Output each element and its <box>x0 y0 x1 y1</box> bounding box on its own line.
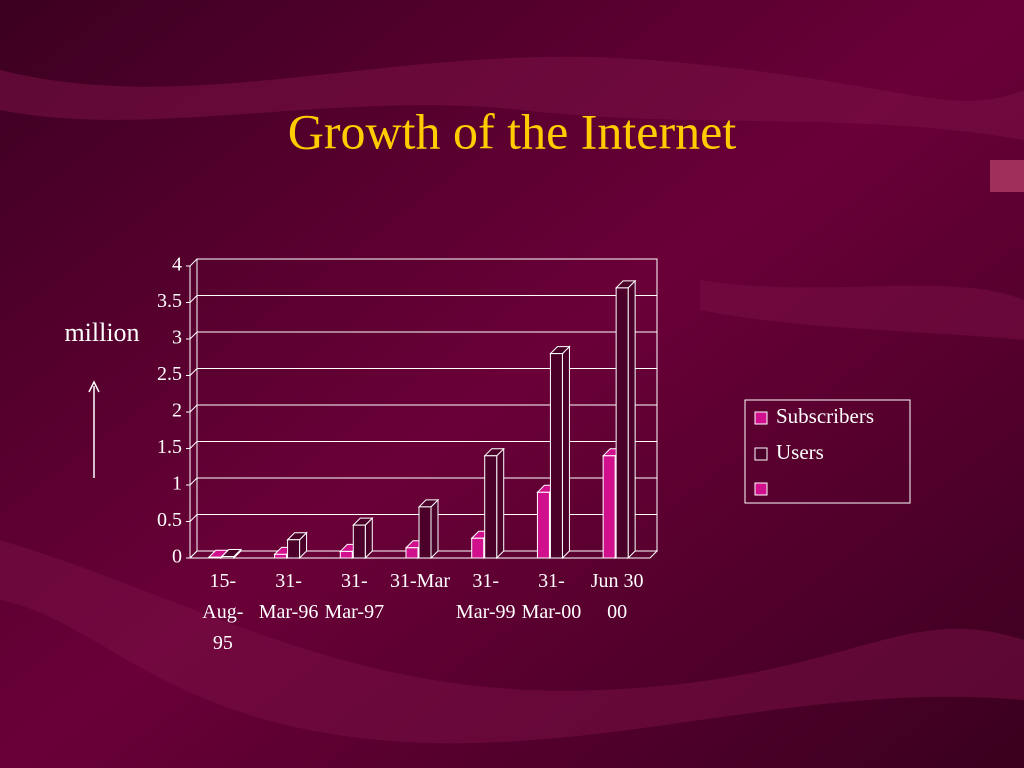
bar-front <box>221 556 235 559</box>
x-tick-label: Jun 30 00 <box>590 570 644 623</box>
bar-front <box>615 287 629 559</box>
x-tick-label: 31-Mar-00 <box>521 570 582 623</box>
chart-title: Growth of the Internet <box>288 103 737 159</box>
x-tick-label: 31-Mar-96 <box>258 570 319 623</box>
grid-line <box>189 441 198 449</box>
y-tick-label: 3 <box>172 327 182 349</box>
y-tick-label: 1.5 <box>157 436 182 458</box>
swoosh <box>0 56 1024 140</box>
y-tick-label: 3.5 <box>157 290 182 312</box>
y-tick-label: 2 <box>172 400 182 422</box>
bar <box>286 531 308 560</box>
grid-line <box>189 258 198 267</box>
bar-front <box>484 455 498 559</box>
legend-swatch <box>754 411 768 425</box>
y-tick-label: 4 <box>172 254 182 276</box>
x-tick-label: 31-Mar-97 <box>324 570 385 623</box>
bar-side <box>430 498 439 560</box>
legend-swatch <box>754 482 768 496</box>
legend-label: Subscribers <box>776 404 874 428</box>
bar-front <box>471 537 485 559</box>
bar <box>352 516 374 560</box>
grid-line <box>189 514 198 522</box>
x-tick-label: 15-Aug-95 <box>202 570 244 654</box>
x-tick-label: 31-Mar-99 <box>455 570 516 623</box>
y-tick-label: 2.5 <box>157 363 182 385</box>
swoosh <box>700 280 1024 340</box>
grid-line <box>189 404 198 413</box>
bar <box>614 279 637 560</box>
bar <box>483 447 505 560</box>
bar-front <box>405 547 419 559</box>
y-tick-label: 1 <box>172 473 182 495</box>
grid-line <box>189 295 198 303</box>
tab <box>990 160 1024 192</box>
bar-side <box>627 279 636 560</box>
grid-line <box>189 477 198 486</box>
y-axis-label: million <box>64 318 139 347</box>
bar-front <box>274 553 288 559</box>
bar <box>549 345 571 560</box>
bar <box>220 548 243 560</box>
bar-front <box>208 556 222 559</box>
bar-front <box>549 353 563 559</box>
bar-side <box>496 447 505 560</box>
legend-swatch <box>754 447 768 461</box>
bar-side <box>561 345 570 560</box>
bar-front <box>352 524 366 559</box>
legend-box <box>744 399 911 504</box>
grid-line <box>189 368 198 376</box>
bar-front <box>602 455 616 559</box>
grid-line <box>189 331 198 340</box>
bar-front <box>536 491 550 559</box>
bar-front <box>418 506 432 559</box>
swoosh <box>0 540 1024 744</box>
arrow-head <box>88 380 100 393</box>
y-tick-label: 0.5 <box>157 509 182 531</box>
x-tick-label: 31-Mar <box>390 570 450 592</box>
bar <box>417 498 440 560</box>
legend-label: Users <box>776 440 824 464</box>
grid-line <box>189 550 198 559</box>
y-tick-label: 0 <box>172 546 182 568</box>
bar-front <box>287 539 301 559</box>
bar-front <box>339 550 353 559</box>
